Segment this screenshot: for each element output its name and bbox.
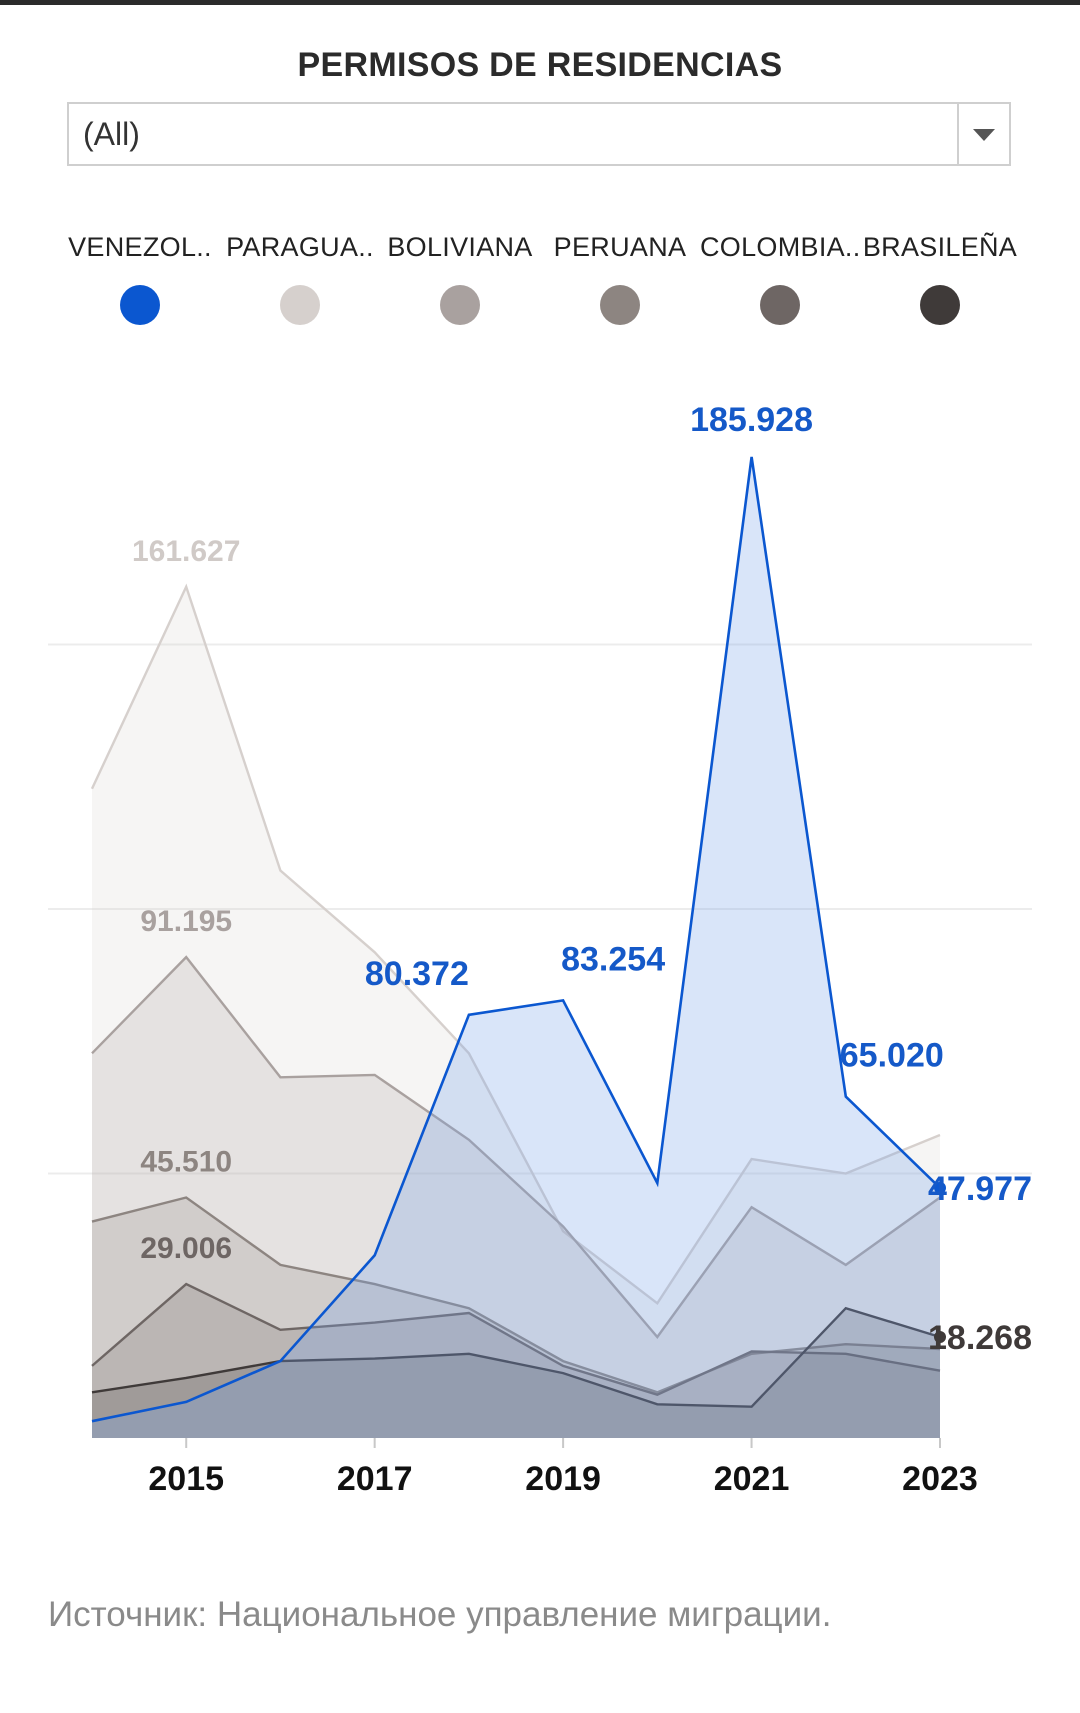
top-bar	[0, 0, 1080, 5]
data-label: 45.510	[140, 1146, 232, 1179]
chart-area: 161.627 91.195 45.510 29.006 18.268 80.372 83.…	[48, 401, 1032, 1498]
series-area	[92, 1284, 940, 1438]
series-area	[92, 586, 940, 1438]
source-caption: Источник: Национальное управление миграц…	[48, 1595, 832, 1634]
legend-item[interactable]: PARAGUA..	[220, 232, 380, 325]
legend-item[interactable]: COLOMBIA..	[700, 232, 860, 325]
legend-marker	[760, 285, 800, 325]
chart-title: PERMISOS DE RESIDENCIAS	[297, 46, 783, 84]
legend-marker	[600, 285, 640, 325]
legend-label: COLOMBIA..	[700, 232, 861, 262]
legend-item[interactable]: VENEZOL..	[60, 232, 220, 325]
data-label: 83.254	[561, 940, 665, 978]
legend-marker	[440, 285, 480, 325]
legend-marker	[120, 285, 160, 325]
series-line	[91, 955, 941, 1339]
data-label: 161.627	[132, 535, 240, 568]
series-line	[91, 1282, 941, 1396]
series-line	[91, 1306, 941, 1408]
series-area	[92, 1308, 940, 1438]
data-label: 65.020	[840, 1037, 944, 1075]
legend-label: BRASILEÑA	[862, 232, 1018, 262]
data-label: 185.928	[690, 401, 813, 439]
chevron-down-icon[interactable]	[957, 104, 1009, 164]
series-line	[91, 456, 941, 1423]
legend: VENEZOL.. PARAGUA.. BOLIVIANA PERUANA COLOMB…	[60, 232, 1030, 342]
series-area	[92, 1197, 940, 1438]
legend-label: PERUANA	[553, 232, 687, 262]
x-tick-label: 2017	[337, 1460, 413, 1498]
legend-label: BOLIVIANA	[387, 232, 533, 262]
series-line	[90, 583, 941, 1306]
data-point	[934, 1181, 946, 1194]
x-tick-label: 2021	[714, 1460, 790, 1498]
data-label: 80.372	[365, 955, 469, 993]
data-label: 29.006	[140, 1232, 232, 1265]
series-line	[91, 1196, 941, 1394]
data-label: 47.977	[928, 1170, 1032, 1208]
legend-item[interactable]: BRASILEÑA	[860, 232, 1020, 325]
legend-item[interactable]: PERUANA	[540, 232, 700, 325]
data-point	[934, 1331, 946, 1344]
data-label: 18.268	[928, 1319, 1032, 1357]
data-label: 91.195	[140, 905, 232, 938]
filter-selected-value: (All)	[83, 116, 140, 152]
filter-dropdown[interactable]: (All)	[67, 102, 1011, 166]
x-tick-label: 2023	[902, 1460, 978, 1498]
legend-marker	[920, 285, 960, 325]
legend-label: PARAGUA..	[226, 232, 374, 262]
series-area	[92, 456, 940, 1438]
legend-marker	[280, 285, 320, 325]
x-tick-label: 2015	[148, 1460, 224, 1498]
legend-item[interactable]: BOLIVIANA	[380, 232, 540, 325]
x-tick-label: 2019	[525, 1460, 601, 1498]
legend-label: VENEZOL..	[68, 232, 212, 262]
